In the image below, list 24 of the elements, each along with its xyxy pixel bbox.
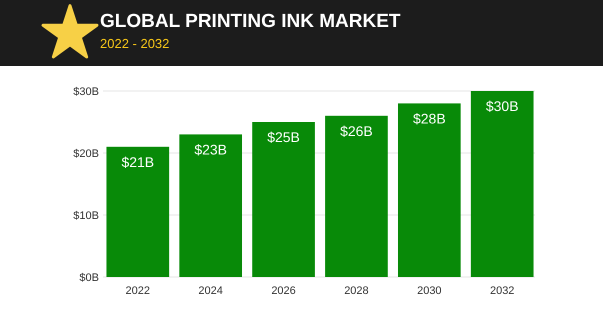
chart-title: GLOBAL PRINTING INK MARKET: [100, 11, 401, 32]
x-tick-label: 2022: [126, 285, 150, 297]
y-tick-label: $20B: [73, 148, 99, 160]
x-tick-label: 2028: [344, 285, 369, 297]
data-label: $26B: [340, 122, 373, 139]
x-tick-label: 2026: [271, 285, 296, 297]
x-tick-label: 2032: [490, 285, 514, 297]
bar: [179, 134, 242, 277]
y-tick-label: $30B: [73, 86, 99, 98]
data-label: $30B: [486, 98, 519, 114]
y-tick-label: $0B: [79, 272, 99, 284]
bar: [325, 116, 388, 277]
bar: [106, 146, 170, 277]
bar: [398, 103, 461, 277]
x-tick-label: 2024: [198, 285, 223, 297]
bar: [252, 122, 315, 277]
y-tick-label: $10B: [73, 210, 99, 222]
x-tick-label: 2030: [417, 285, 442, 297]
data-label: $21B: [121, 154, 154, 170]
chart-subtitle: 2022 - 2032: [100, 36, 170, 51]
data-label: $25B: [267, 129, 300, 145]
data-label: $23B: [194, 141, 228, 158]
bar: [470, 91, 534, 277]
data-label: $28B: [412, 110, 446, 126]
